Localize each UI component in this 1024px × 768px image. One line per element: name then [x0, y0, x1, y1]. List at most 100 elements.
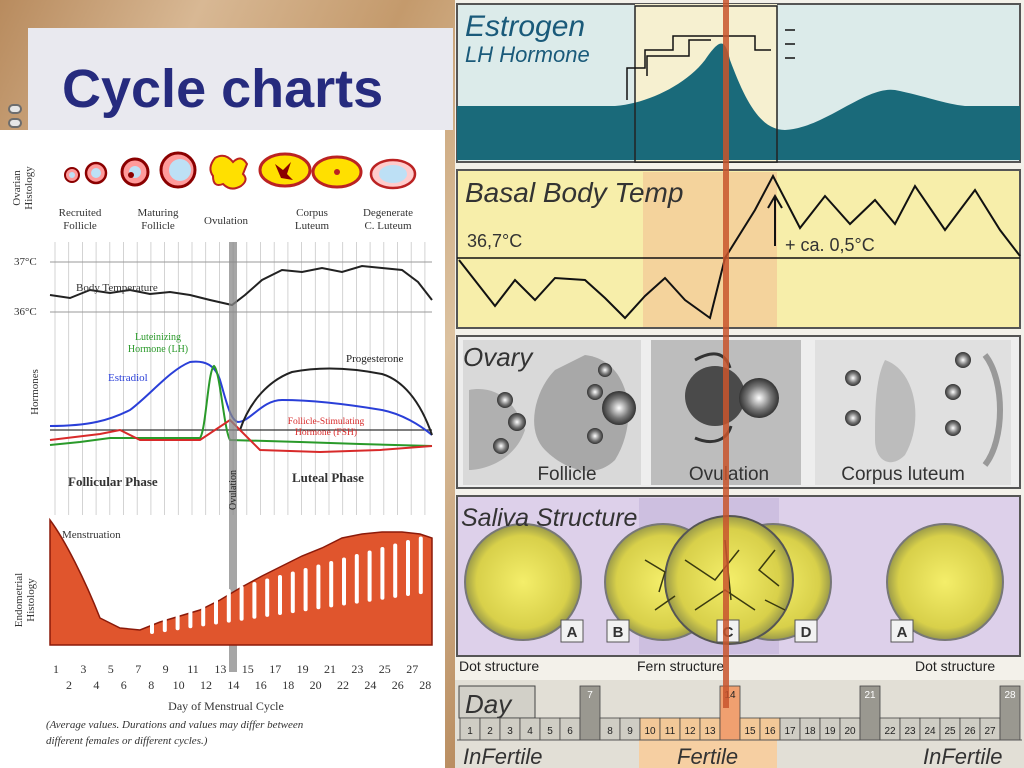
day-tick-label: 15	[242, 662, 254, 676]
day-tick-label: 24	[364, 678, 376, 692]
day-tick-label: 27	[406, 662, 418, 676]
day-cell-label: 22	[884, 726, 896, 737]
day-cell-label: 2	[487, 726, 493, 737]
day-tick-label: 22	[337, 678, 349, 692]
day-cell-label: 12	[684, 726, 696, 737]
day-cell-label: 19	[824, 726, 836, 737]
progesterone-label: Progesterone	[346, 353, 404, 365]
saliva-structure-panel	[456, 495, 1021, 657]
fsh-label: Follicle-Stimulating Hormone (FSH)	[288, 417, 365, 438]
binder-ring	[8, 118, 22, 128]
gland	[303, 568, 308, 612]
gland	[316, 564, 321, 610]
day-tick-label: 5	[108, 662, 114, 676]
gland	[201, 596, 206, 627]
gland	[406, 540, 410, 596]
footnote-line-1: (Average values. Durations and values ma…	[46, 719, 304, 731]
hormones-axis-label: Hormones	[29, 369, 41, 415]
day-cell-label: 11	[665, 726, 676, 737]
day-cell-label: 24	[924, 726, 936, 737]
day-tick-label: 28	[419, 678, 431, 692]
day-label: Day	[465, 689, 513, 719]
day-cell-label: 15	[744, 726, 756, 737]
day-cell-label: 23	[904, 726, 916, 737]
gland	[214, 592, 218, 625]
endometrium-layer	[49, 517, 433, 646]
gland	[162, 606, 167, 633]
gland	[380, 547, 385, 600]
day-cell-label: 8	[607, 726, 613, 737]
day-cell-label: 13	[704, 726, 716, 737]
day-tick-label: 9	[163, 662, 169, 676]
footnote-line-2: different females or different cycles.)	[46, 735, 208, 747]
ovary-label: Ovary	[463, 342, 534, 372]
day-cell-label: 28	[1004, 690, 1016, 701]
ovarian-histology-axis-label: OvarianHistology	[11, 166, 35, 210]
infertile-left-label: InFertile	[463, 744, 542, 768]
estradiol-curve	[49, 360, 433, 436]
day-tick-label: 26	[392, 678, 404, 692]
day-tick-label: 25	[379, 662, 391, 676]
saliva-letter: A	[897, 624, 908, 641]
day-tick-label: 17	[269, 662, 281, 676]
x-axis-label: Day of Menstrual Cycle	[168, 699, 284, 713]
day-tick-label: 14	[227, 678, 239, 692]
day-tick-label: 19	[297, 662, 309, 676]
gland	[342, 557, 346, 606]
day-cell-label: 7	[587, 690, 593, 701]
day-tick-label: 20	[310, 678, 322, 692]
day-cell-label: 16	[764, 726, 776, 737]
temp-36-label: 36°C	[14, 306, 37, 318]
lh-curve	[49, 364, 433, 447]
endometrial-axis-label: EndometrialHistology	[13, 573, 37, 627]
slide-title: Cycle charts	[62, 59, 384, 119]
day-tick-label: 13	[214, 662, 226, 676]
endometrial-glands	[150, 536, 423, 634]
gland	[290, 571, 295, 614]
gland	[367, 550, 372, 602]
stage-label: Degenerate C. Luteum	[363, 207, 413, 232]
day-tick-label: 3	[80, 662, 86, 676]
stage-label: Corpus Luteum	[295, 207, 330, 232]
ovarian-stage-icons	[64, 151, 417, 190]
day-cell-label: 6	[567, 726, 573, 737]
day-cell-label: 3	[507, 726, 513, 737]
day-title-box	[458, 685, 536, 719]
infertile-right-label: InFertile	[923, 744, 1002, 768]
stage-label: Recruited Follicle	[59, 207, 102, 232]
progesterone-curve	[239, 367, 433, 436]
ovulation-vertical-label: Ovulation	[228, 470, 239, 510]
ovary-stage-label: Corpus luteum	[841, 464, 965, 485]
dot-structure-left: Dot structure	[459, 658, 539, 674]
day-cell-label: 27	[984, 726, 996, 737]
ovarian-stage-labels: Recruited Follicle Maturing Follicle Ovula…	[59, 207, 414, 232]
day-tick-label: 6	[121, 678, 127, 692]
saliva-letter: B	[613, 624, 624, 641]
day-cell-label: 26	[964, 726, 976, 737]
saliva-letter: D	[801, 624, 812, 641]
luteal-phase-label: Luteal Phase	[292, 470, 364, 485]
day-cell-label: 17	[784, 726, 796, 737]
estrogen-panel	[456, 3, 1021, 163]
gland	[418, 536, 423, 595]
day-ticks-even: 2 4 6 8 10 12 14 16 18 20 22 24 26 28	[66, 678, 431, 692]
fertility-chart: Estrogen LH Hormone Basal Body Temp 36,7…	[455, 0, 1024, 768]
day-tick-label: 7	[135, 662, 141, 676]
day-cell-label: 14	[724, 690, 736, 701]
temperature-value: 36,7°C	[467, 231, 522, 251]
ovulation-band	[229, 242, 237, 672]
gland	[239, 585, 244, 621]
day-cell-label: 20	[844, 726, 856, 737]
temperature-rise-label: + ca. 0,5°C	[785, 235, 875, 255]
day-cell-label: 10	[644, 726, 656, 737]
gland	[354, 554, 359, 604]
day-cell-label: 21	[864, 690, 876, 701]
day-gridlines	[54, 242, 426, 515]
body-temperature-label: Body Temperature	[76, 282, 158, 294]
gland	[188, 599, 193, 629]
day-ticks-odd: 1 3 5 7 9 11 13 15 17 19 21 23 25 27	[53, 662, 418, 676]
basal-body-temp-label: Basal Body Temp	[465, 177, 683, 208]
menstrual-cycle-chart: OvarianHistology Recruited Follicle Matur…	[0, 130, 445, 768]
gland	[252, 582, 257, 619]
